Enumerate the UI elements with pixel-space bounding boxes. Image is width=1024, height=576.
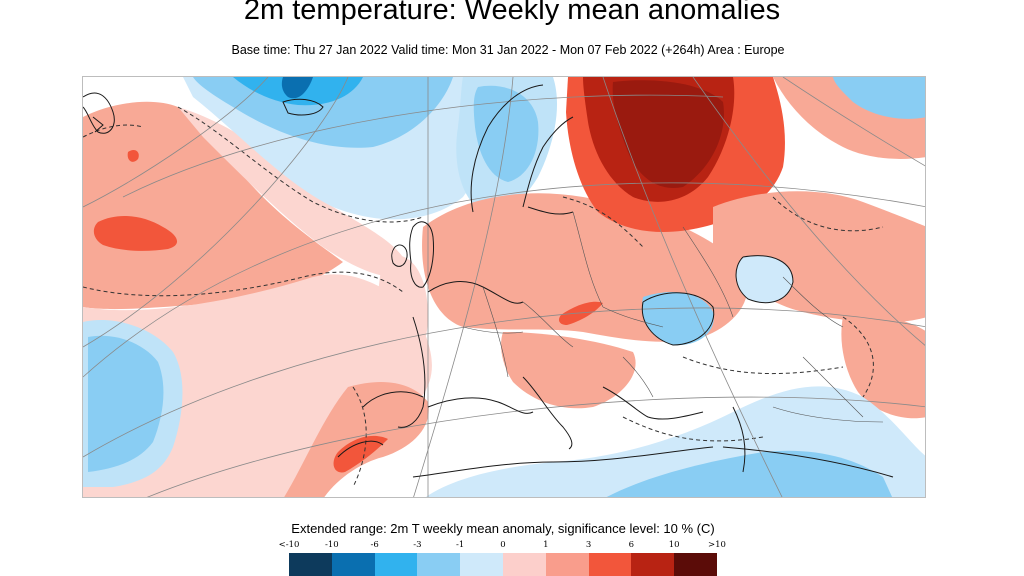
legend-swatch xyxy=(289,553,332,576)
legend-caption: Extended range: 2m T weekly mean anomaly… xyxy=(291,521,715,536)
legend-labels: <-10 -10 -6 -3 -1 0 1 3 6 10 >10 xyxy=(279,540,726,552)
chart-subtitle: Base time: Thu 27 Jan 2022 Valid time: M… xyxy=(231,43,785,57)
legend-label: 1 xyxy=(543,540,549,550)
legend-swatch xyxy=(331,553,375,576)
southwest-atlantic-cold-core xyxy=(88,335,164,472)
morocco-hot-spot xyxy=(333,435,388,473)
legend-swatch xyxy=(460,553,503,576)
legend-label: 6 xyxy=(628,540,635,550)
legend-label: 0 xyxy=(500,540,506,550)
legend-label: >10 xyxy=(708,540,726,550)
atlantic-warm-area xyxy=(83,101,343,310)
legend-label: -6 xyxy=(370,540,379,550)
caspian-cold-area xyxy=(736,255,793,303)
graticule-lines xyxy=(83,77,925,497)
legend-swatch xyxy=(417,553,461,576)
chart-title: 2m temperature: Weekly mean anomalies xyxy=(243,0,781,26)
legend-color-bar xyxy=(289,553,717,576)
atlantic-hot-spot xyxy=(93,215,178,251)
arctic-hot-spot xyxy=(127,149,139,162)
legend-swatch xyxy=(631,553,675,576)
russia-extreme-core xyxy=(612,80,724,188)
balkans-warm-area xyxy=(501,332,636,409)
anomaly-map xyxy=(82,76,926,498)
black-sea-cold-area xyxy=(642,292,714,346)
legend-swatch xyxy=(374,553,418,576)
legend-label: -3 xyxy=(413,540,422,550)
legend-label: 3 xyxy=(585,540,592,550)
legend-label: -1 xyxy=(456,540,465,550)
northeast-cold-patch xyxy=(833,77,925,119)
north-atlantic-cold-mid xyxy=(193,77,453,148)
coastlines xyxy=(83,84,894,478)
legend-swatch xyxy=(502,553,546,576)
north-atlantic-cold-dark xyxy=(281,77,313,99)
western-europe-faint-area xyxy=(376,255,428,377)
mid-atlantic-warm-area xyxy=(178,107,413,278)
legend-swatch xyxy=(674,553,717,576)
southeast-warm-area xyxy=(841,315,925,419)
north-africa-cold-core xyxy=(606,450,893,497)
legend-label: 10 xyxy=(668,540,680,550)
legend-swatch xyxy=(588,553,632,576)
carpathian-hot-spot xyxy=(559,301,603,325)
country-borders xyxy=(462,211,884,423)
legend-label: -10 xyxy=(324,540,339,550)
legend-swatch xyxy=(545,553,589,576)
legend-label: <-10 xyxy=(278,540,300,550)
map-svg xyxy=(83,77,925,497)
